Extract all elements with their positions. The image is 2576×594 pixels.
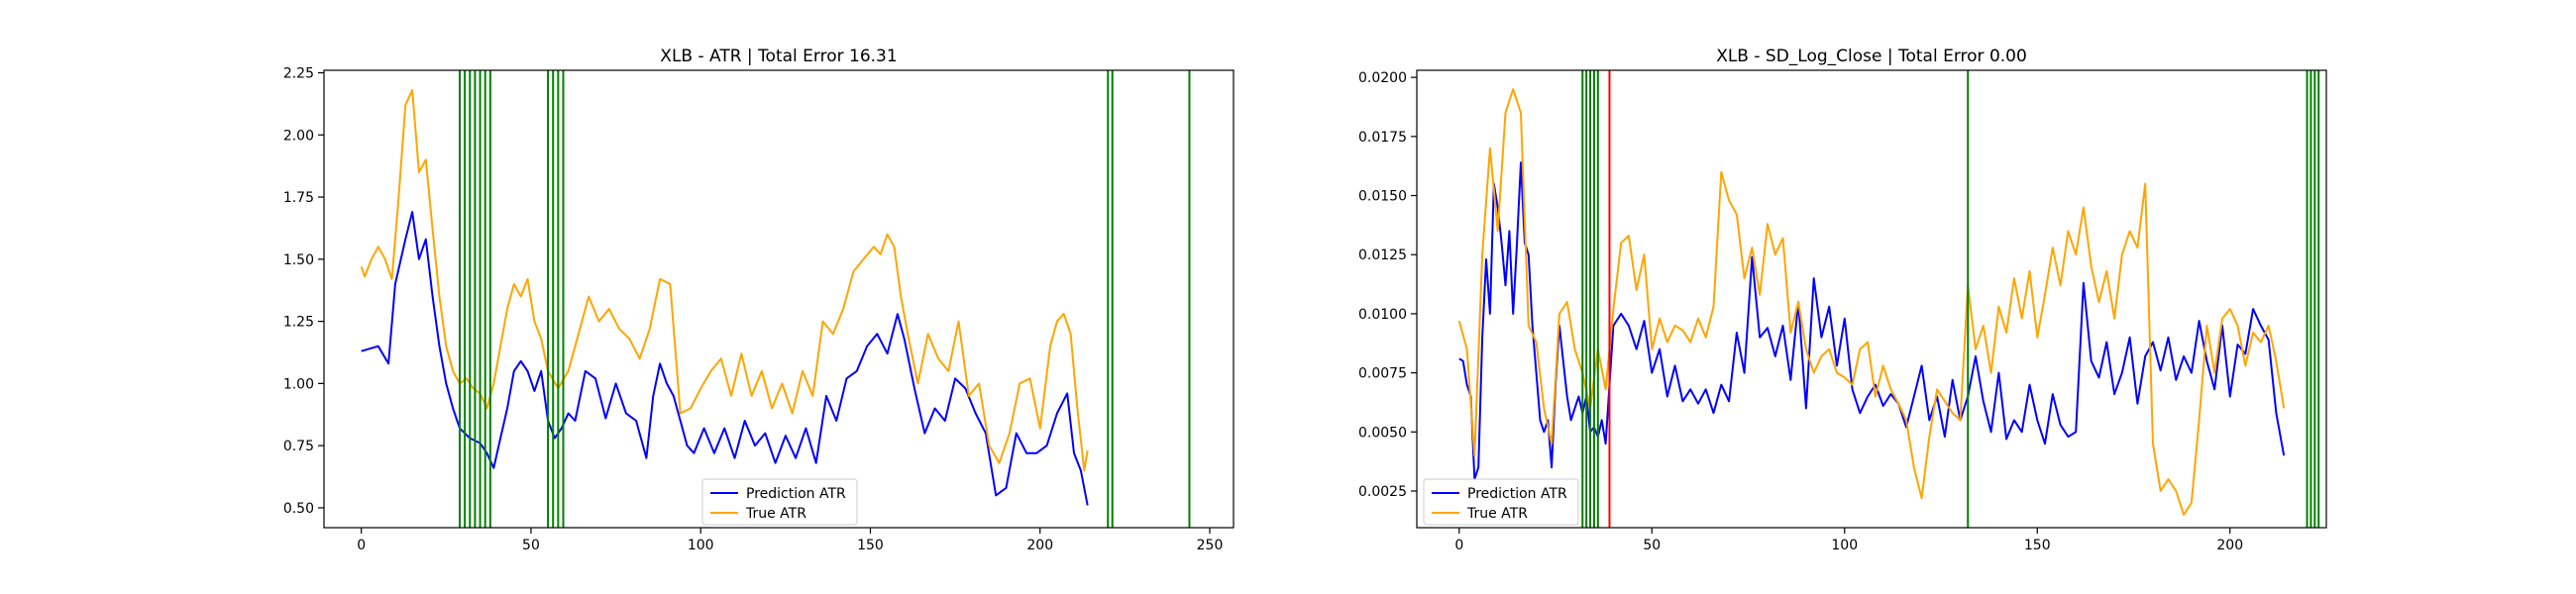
legend-label: True ATR — [1466, 506, 1528, 522]
series-line-true — [360, 89, 1089, 472]
x-tick-label: 50 — [1643, 538, 1661, 553]
y-tick-label: 0.50 — [283, 501, 314, 517]
legend-label: Prediction ATR — [746, 486, 846, 502]
chart-title: XLB - ATR | Total Error 16.31 — [660, 47, 897, 66]
plot-area — [1417, 70, 2326, 528]
y-tick-label: 0.0150 — [1358, 189, 1407, 205]
x-tick-label: 100 — [688, 538, 714, 553]
y-tick-label: 0.75 — [283, 439, 314, 454]
chart-1: XLB - ATR | Total Error 16.31 0 50 100 150 20… — [283, 47, 1234, 553]
legend: Prediction ATR True ATR — [1423, 478, 1579, 526]
axes-frame — [1416, 69, 2327, 529]
x-tick-label: 150 — [2024, 538, 2051, 553]
x-tick-label: 0 — [357, 538, 366, 553]
chart-title: XLB - SD_Log_Close | Total Error 0.00 — [1716, 47, 2027, 66]
y-tick-label: 0.0025 — [1358, 484, 1407, 500]
x-tick-label: 250 — [1197, 538, 1224, 553]
y-tick-label: 1.75 — [283, 190, 314, 206]
y-tick-label: 1.50 — [283, 252, 314, 268]
series-line-prediction — [361, 211, 1089, 506]
y-tick-label: 1.00 — [283, 376, 314, 392]
legend: Prediction ATR True ATR — [701, 478, 858, 526]
x-tick-label: 50 — [522, 538, 540, 553]
y-tick-label: 0.0175 — [1358, 130, 1407, 146]
x-tick-label: 100 — [1831, 538, 1858, 553]
legend-label: True ATR — [745, 506, 806, 522]
legend-box — [1423, 478, 1579, 526]
series-line-true — [1457, 88, 2286, 516]
x-tick-label: 150 — [857, 538, 884, 553]
y-tick-label: 0.0075 — [1358, 366, 1407, 382]
axes-frame — [323, 69, 1234, 529]
chart-2: XLB - SD_Log_Close | Total Error 0.00 0 50… — [1358, 47, 2327, 553]
y-tick-label: 1.25 — [283, 315, 314, 331]
y-tick-label: 2.25 — [283, 66, 314, 82]
legend-box — [701, 478, 858, 526]
y-tick-label: 0.0125 — [1358, 248, 1407, 263]
y-tick-label: 0.0100 — [1358, 307, 1407, 323]
x-tick-label: 200 — [1026, 538, 1053, 553]
x-tick-label: 200 — [2216, 538, 2243, 553]
y-tick-label: 0.0050 — [1358, 425, 1407, 441]
y-tick-label: 2.00 — [283, 128, 314, 144]
y-tick-label: 0.0200 — [1358, 70, 1407, 86]
x-tick-label: 0 — [1454, 538, 1463, 553]
legend-label: Prediction ATR — [1467, 486, 1567, 502]
